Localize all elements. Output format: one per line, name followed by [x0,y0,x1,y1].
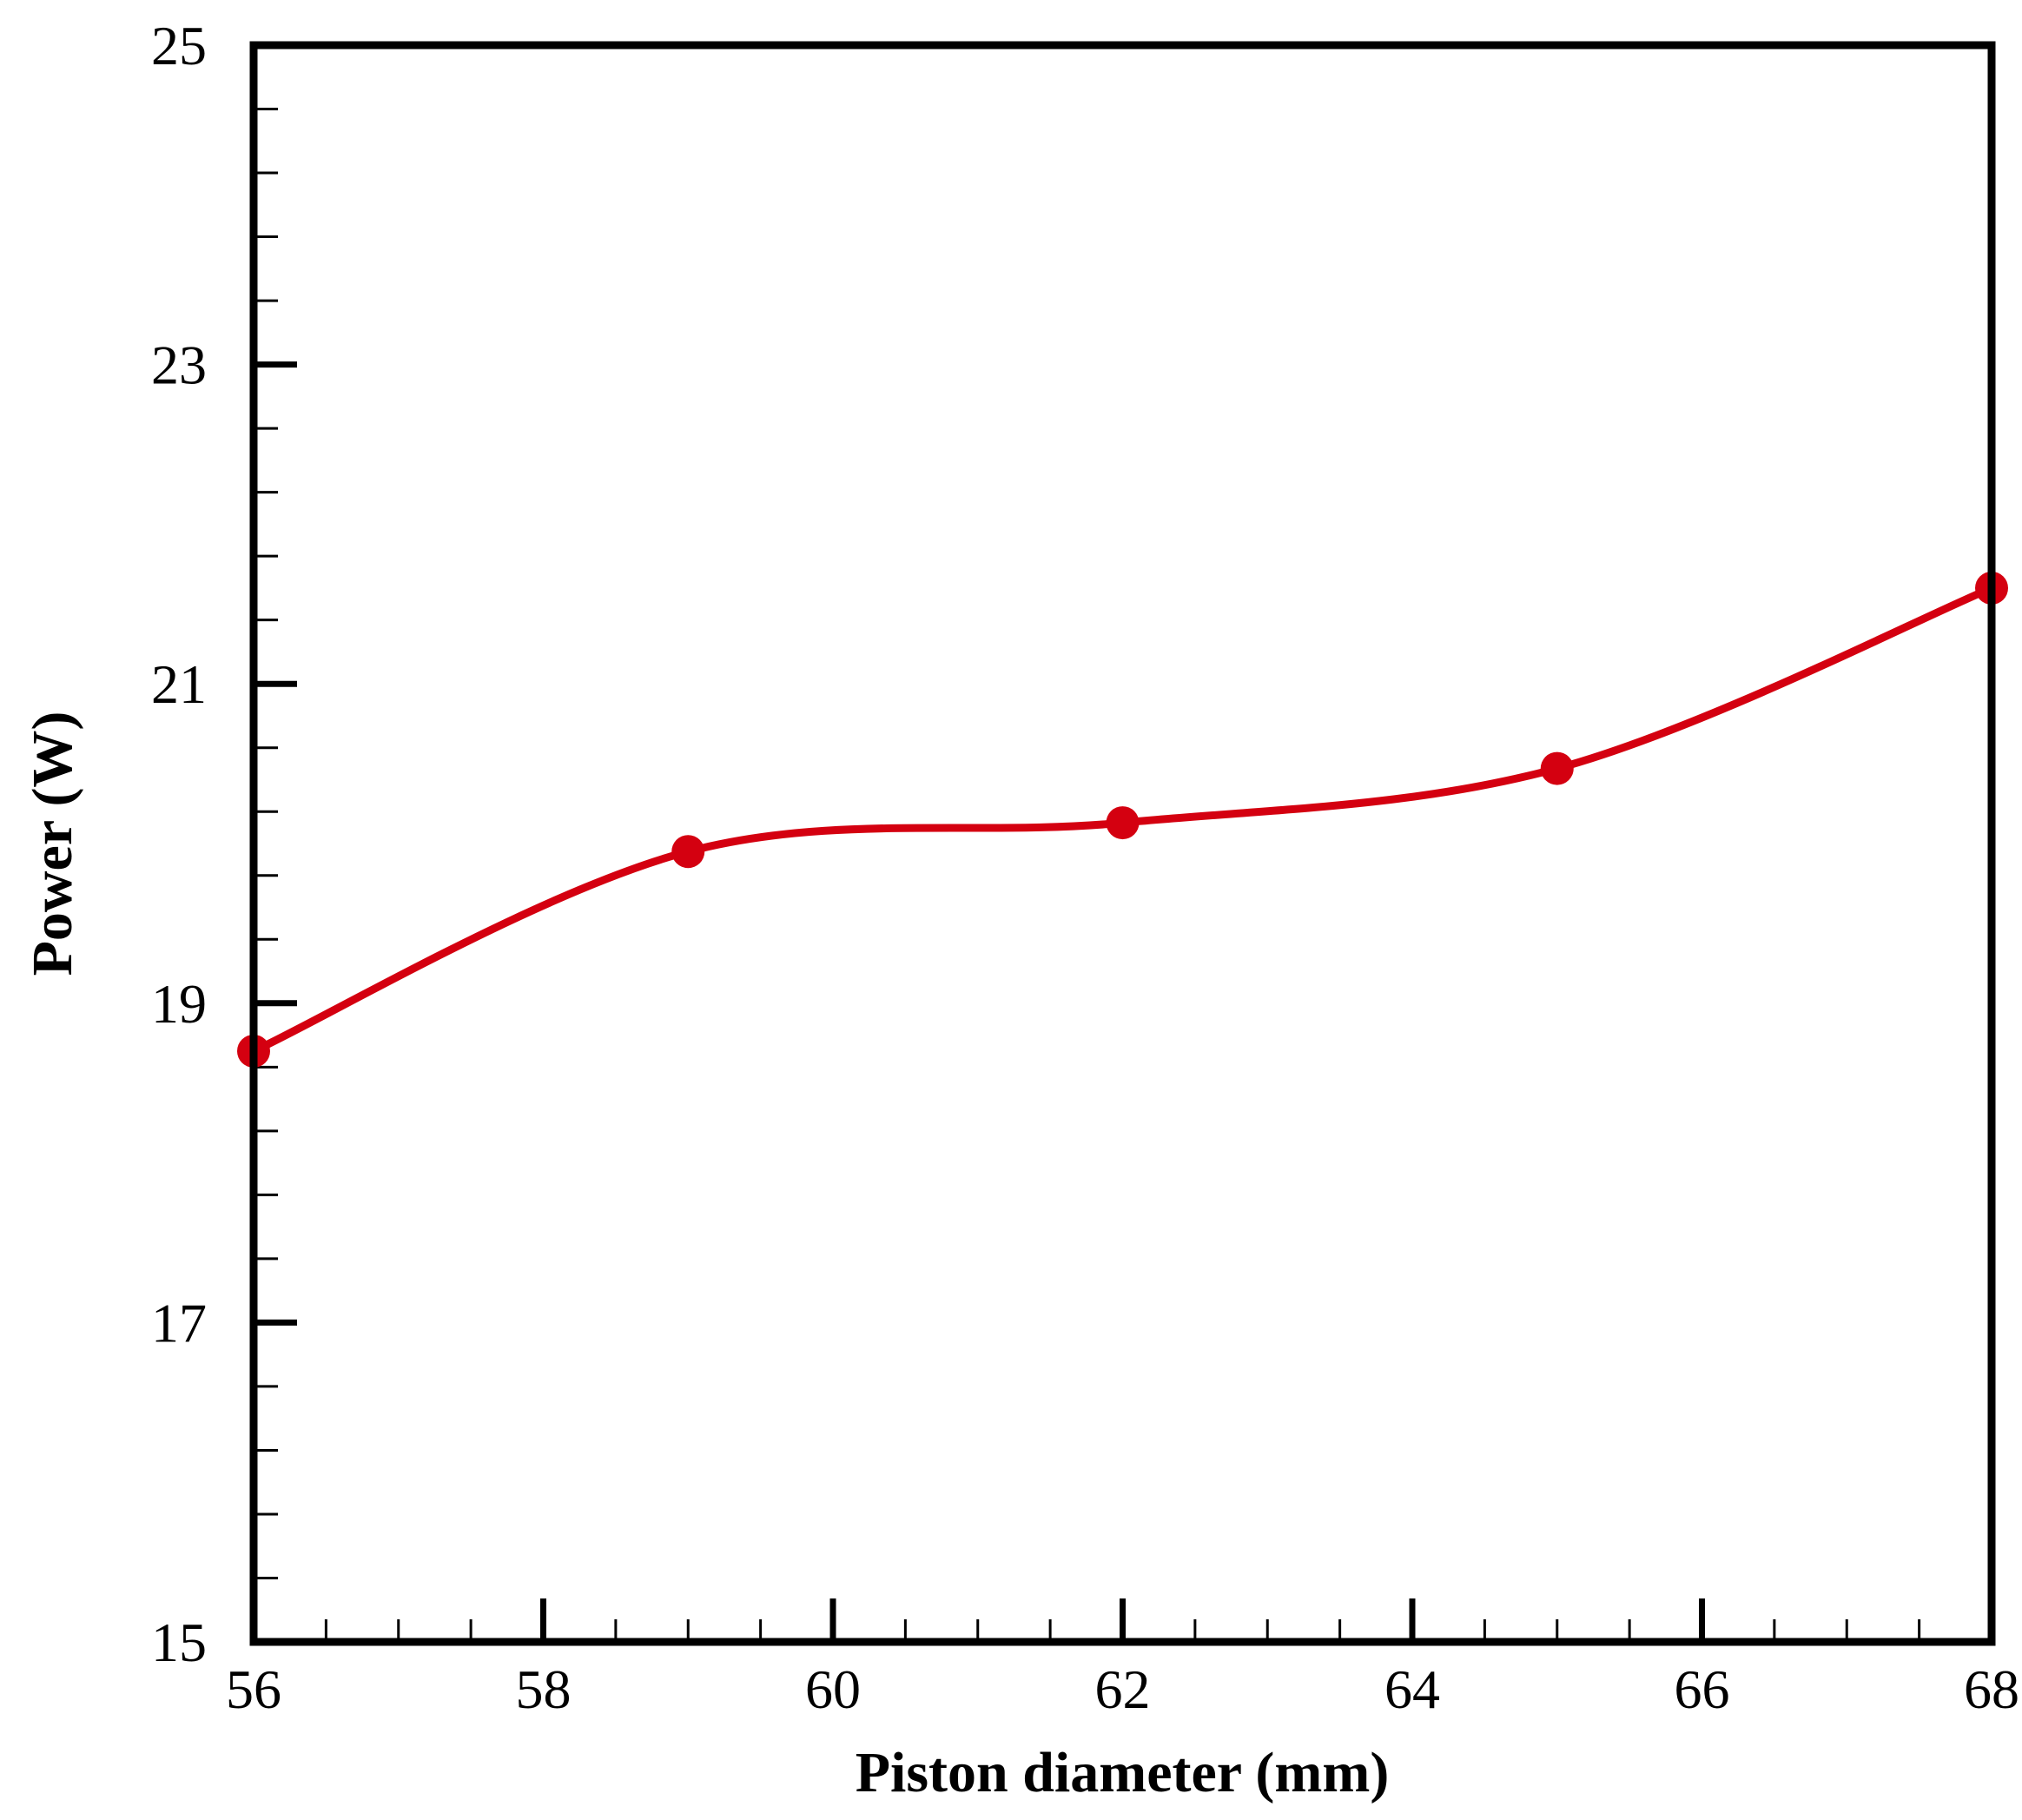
x-tick-label-1: 58 [516,1658,572,1720]
y-tick-label-1: 17 [151,1292,207,1353]
x-tick-label-0: 56 [226,1658,281,1720]
x-tick-label-6: 68 [1964,1658,2019,1720]
x-tick-label-3: 62 [1095,1658,1151,1720]
data-point-1 [671,835,705,869]
y-tick-labels: 15 17 19 21 23 25 [151,15,207,1673]
data-point-3 [1540,751,1574,785]
y-tick-label-3: 21 [151,653,207,715]
data-point-2 [1106,806,1140,840]
x-tick-label-4: 64 [1384,1658,1440,1720]
x-axis-title: Piston diameter (mm) [856,1741,1390,1804]
y-tick-label-2: 19 [151,973,207,1035]
series-points [237,571,2008,1068]
y-tick-label-5: 25 [151,15,207,76]
y-axis-title: Power (W) [21,711,84,976]
x-tick-label-5: 66 [1675,1658,1730,1720]
plot-frame [249,41,1996,1646]
x-tick-labels: 56 58 60 62 64 66 68 [226,1658,2019,1720]
y-tick-label-4: 23 [151,334,207,396]
major-ticks [250,42,1995,1645]
minor-ticks [254,108,1921,1642]
y-tick-label-0: 15 [151,1612,207,1673]
x-tick-label-2: 60 [805,1658,861,1720]
